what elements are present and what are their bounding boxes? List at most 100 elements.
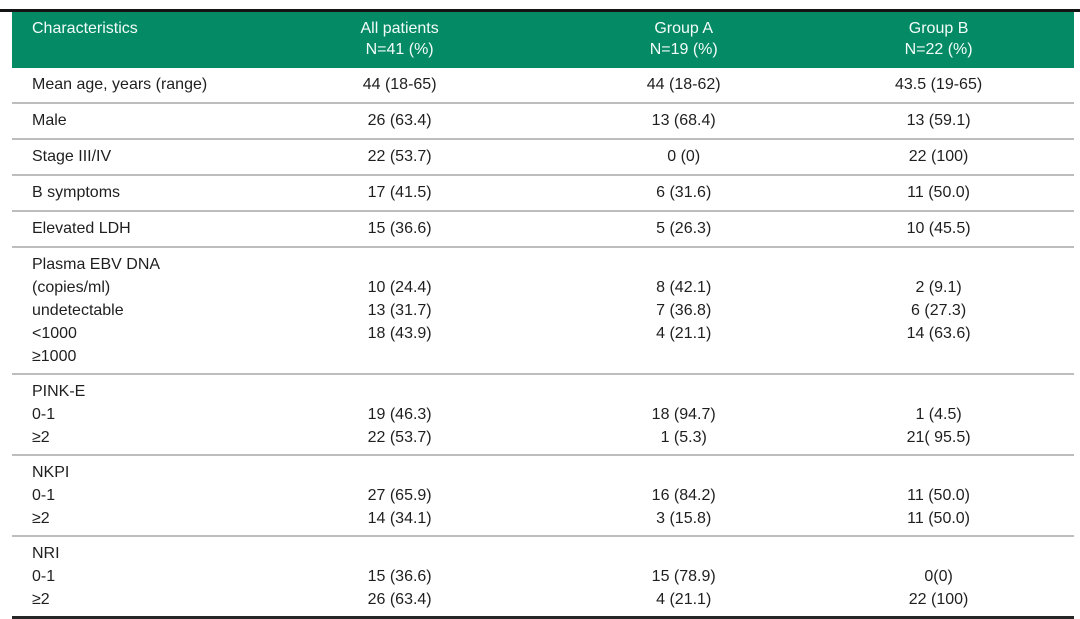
row-group-values: 27 (65.9) 14 (34.1) — [235, 455, 565, 537]
cell-value: 0(0) — [924, 568, 953, 585]
column-header-sub: N=41 (%) — [365, 41, 434, 58]
subrow-label: undetectable — [32, 302, 124, 319]
spacer — [564, 253, 803, 276]
cell-value: 15 (36.6) — [367, 568, 432, 585]
characteristics-table-container: Characteristics All patients N=41 (%) Gr… — [12, 12, 1074, 619]
table-row-male: Male 26 (63.4) 13 (68.4) 13 (59.1) — [12, 103, 1074, 140]
column-header-characteristics: Characteristics — [12, 12, 236, 68]
cell-value: 13 (59.1) — [803, 103, 1074, 140]
column-header-sub: N=19 (%) — [649, 41, 718, 58]
cell-value: 6 (27.3) — [911, 302, 967, 319]
cell-value: 10 (45.5) — [803, 211, 1074, 248]
cell-value: 2 (9.1) — [915, 279, 962, 296]
spacer — [235, 542, 564, 565]
cell-value: 16 (84.2) — [651, 487, 716, 504]
spacer — [564, 380, 803, 403]
column-header-group-b: Group B N=22 (%) — [803, 12, 1074, 68]
cell-value: 7 (36.8) — [656, 302, 712, 319]
cell-value: 11 (50.0) — [907, 487, 971, 504]
cell-value: 22 (100) — [803, 139, 1074, 176]
spacer — [235, 380, 564, 403]
cell-value: 17 (41.5) — [235, 175, 565, 212]
column-header-label: Characteristics — [32, 20, 138, 37]
header-row: Characteristics All patients N=41 (%) Gr… — [12, 12, 1074, 68]
column-header-label: All patients — [360, 20, 439, 37]
spacer — [564, 461, 803, 484]
row-group-labels: NKPI 0-1 ≥2 — [12, 455, 236, 537]
group-title: Plasma EBV DNA (copies/ml) — [32, 256, 160, 296]
row-group-values: 16 (84.2) 3 (15.8) — [564, 455, 804, 537]
table-row-group-nkpi: NKPI 0-1 ≥2 27 (65.9) 14 (34.1) 16 (84.2… — [12, 455, 1074, 537]
table-header: Characteristics All patients N=41 (%) Gr… — [12, 12, 1074, 68]
cell-value: 22 (100) — [908, 591, 969, 608]
table-row-mean-age: Mean age, years (range) 44 (18-65) 44 (1… — [12, 68, 1074, 104]
cell-value: 13 (68.4) — [564, 103, 804, 140]
spacer — [803, 542, 1074, 565]
spacer — [803, 253, 1074, 276]
row-group-values: 10 (24.4) 13 (31.7) 18 (43.9) — [235, 247, 565, 375]
group-title: PINK-E — [32, 383, 86, 400]
column-header-label: Group B — [908, 20, 969, 37]
cell-value: 0 (0) — [564, 139, 804, 176]
spacer — [803, 380, 1074, 403]
cell-value: 18 (94.7) — [651, 406, 716, 423]
cell-value: 6 (31.6) — [564, 175, 804, 212]
row-group-values: 8 (42.1) 7 (36.8) 4 (21.1) — [564, 247, 804, 375]
group-title: NRI — [32, 545, 60, 562]
row-group-labels: PINK-E 0-1 ≥2 — [12, 374, 236, 456]
cell-value: 3 (15.8) — [656, 510, 712, 527]
table-row-group-pink-e: PINK-E 0-1 ≥2 19 (46.3) 22 (53.7) 18 (94… — [12, 374, 1074, 456]
table-row-group-nri: NRI 0-1 ≥2 15 (36.6) 26 (63.4) 15 (78.9)… — [12, 536, 1074, 619]
cell-value: 1 (4.5) — [915, 406, 962, 423]
row-group-values: 1 (4.5) 21( 95.5) — [803, 374, 1074, 456]
cell-value: 22 (53.7) — [367, 429, 432, 446]
cell-value: 13 (31.7) — [367, 302, 432, 319]
column-header-sub: N=22 (%) — [904, 41, 973, 58]
cell-value: 44 (18-62) — [564, 68, 804, 104]
column-header-label: Group A — [654, 20, 714, 37]
subrow-label: <1000 — [32, 325, 77, 342]
row-label: B symptoms — [12, 175, 236, 212]
spacer — [235, 461, 564, 484]
row-group-labels: NRI 0-1 ≥2 — [12, 536, 236, 619]
cell-value: 15 (36.6) — [235, 211, 565, 248]
cell-value: 5 (26.3) — [564, 211, 804, 248]
table-row-b-symptoms: B symptoms 17 (41.5) 6 (31.6) 11 (50.0) — [12, 175, 1074, 212]
table-body: Mean age, years (range) 44 (18-65) 44 (1… — [12, 68, 1074, 619]
subrow-label: ≥2 — [32, 510, 50, 527]
spacer — [235, 253, 564, 276]
cell-value: 27 (65.9) — [367, 487, 432, 504]
row-group-values: 11 (50.0) 11 (50.0) — [803, 455, 1074, 537]
cell-value: 26 (63.4) — [235, 103, 565, 140]
row-group-values: 2 (9.1) 6 (27.3) 14 (63.6) — [803, 247, 1074, 375]
cell-value: 8 (42.1) — [656, 279, 712, 296]
cell-value: 10 (24.4) — [367, 279, 432, 296]
cell-value: 44 (18-65) — [235, 68, 565, 104]
row-label: Mean age, years (range) — [12, 68, 236, 104]
cell-value: 43.5 (19-65) — [803, 68, 1074, 104]
cell-value: 21( 95.5) — [906, 429, 971, 446]
cell-value: 11 (50.0) — [907, 510, 971, 527]
group-title: NKPI — [32, 464, 70, 481]
spacer — [564, 542, 803, 565]
subrow-label: ≥2 — [32, 429, 50, 446]
cell-value: 14 (34.1) — [367, 510, 432, 527]
cell-value: 11 (50.0) — [803, 175, 1074, 212]
subrow-label: 0-1 — [32, 406, 56, 423]
row-label: Elevated LDH — [12, 211, 236, 248]
subrow-label: 0-1 — [32, 487, 56, 504]
cell-value: 1 (5.3) — [660, 429, 707, 446]
table-row-group-ebv-dna: Plasma EBV DNA (copies/ml) undetectable … — [12, 247, 1074, 375]
row-group-values: 15 (78.9) 4 (21.1) — [564, 536, 804, 619]
row-group-values: 15 (36.6) 26 (63.4) — [235, 536, 565, 619]
column-header-sub — [32, 39, 235, 60]
cell-value: 22 (53.7) — [235, 139, 565, 176]
cell-value: 15 (78.9) — [651, 568, 716, 585]
page: { "colors": { "header_bg": "#058a66", "h… — [0, 9, 1080, 619]
row-group-labels: Plasma EBV DNA (copies/ml) undetectable … — [12, 247, 236, 375]
row-group-values: 19 (46.3) 22 (53.7) — [235, 374, 565, 456]
cell-value: 18 (43.9) — [367, 325, 432, 342]
row-group-values: 0(0) 22 (100) — [803, 536, 1074, 619]
cell-value: 4 (21.1) — [656, 325, 712, 342]
cell-value: 4 (21.1) — [656, 591, 712, 608]
